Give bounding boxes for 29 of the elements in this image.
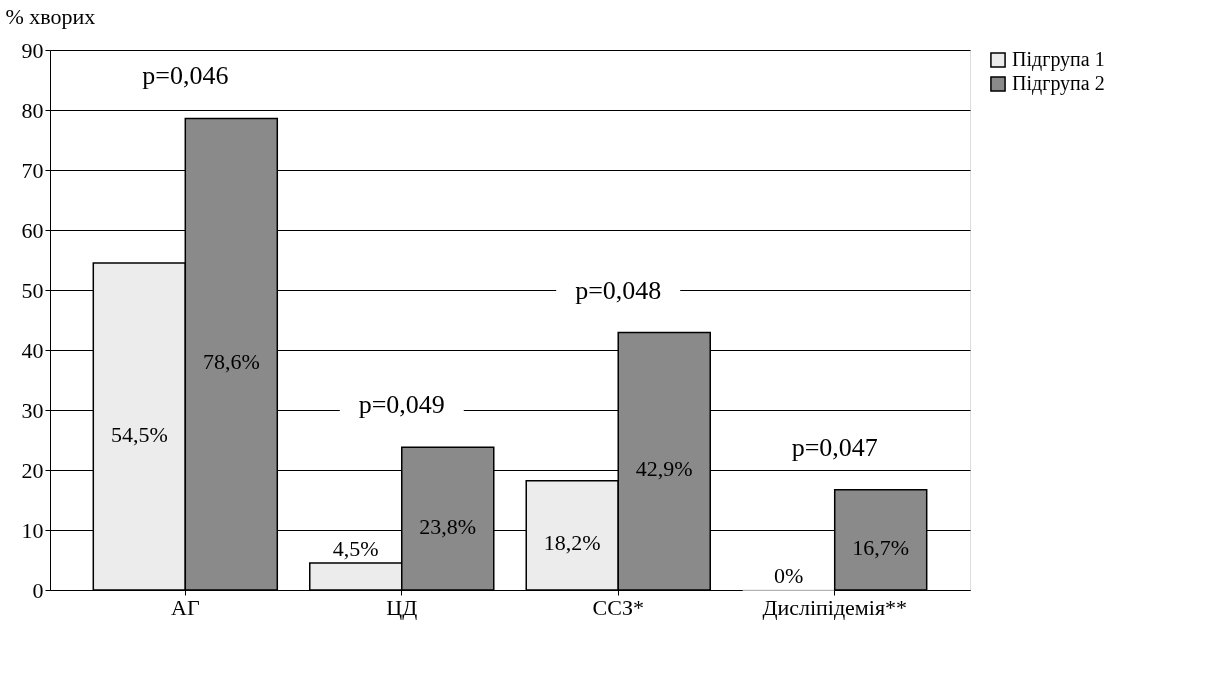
y-tick-label: 60 xyxy=(21,217,44,243)
annotation: p=0,047 xyxy=(791,432,878,462)
data-label: 23,8% xyxy=(419,513,477,539)
legend-label: Підгрупа 1 xyxy=(1012,48,1105,71)
data-label: 42,9% xyxy=(635,456,693,482)
legend-label: Підгрупа 2 xyxy=(1012,72,1105,95)
data-label: 78,6% xyxy=(202,349,260,375)
x-tick-label: ССЗ* xyxy=(592,594,644,620)
y-tick-label: 50 xyxy=(21,277,44,303)
annotation: p=0,048 xyxy=(575,275,662,305)
y-tick-label: 80 xyxy=(21,97,44,123)
x-tick-label: ЦД xyxy=(386,594,418,620)
y-axis-title: % хворих xyxy=(5,3,96,29)
data-label: 0% xyxy=(774,563,804,588)
y-tick-label: 30 xyxy=(21,397,44,423)
y-tick-label: 70 xyxy=(21,157,44,183)
data-label: 18,2% xyxy=(543,530,601,556)
data-label: 4,5% xyxy=(332,536,379,561)
x-tick-label: Дисліпідемія** xyxy=(762,594,908,620)
data-label: 16,7% xyxy=(852,534,910,560)
y-tick-label: 90 xyxy=(21,37,44,63)
x-tick-label: АГ xyxy=(170,594,200,620)
y-tick-label: 40 xyxy=(21,337,44,363)
annotation: p=0,049 xyxy=(358,390,445,420)
y-tick-label: 10 xyxy=(21,517,44,543)
y-tick-label: 20 xyxy=(21,457,44,483)
data-label: 54,5% xyxy=(110,421,168,447)
y-tick-label: 0 xyxy=(32,577,44,603)
annotation: p=0,046 xyxy=(142,61,229,91)
